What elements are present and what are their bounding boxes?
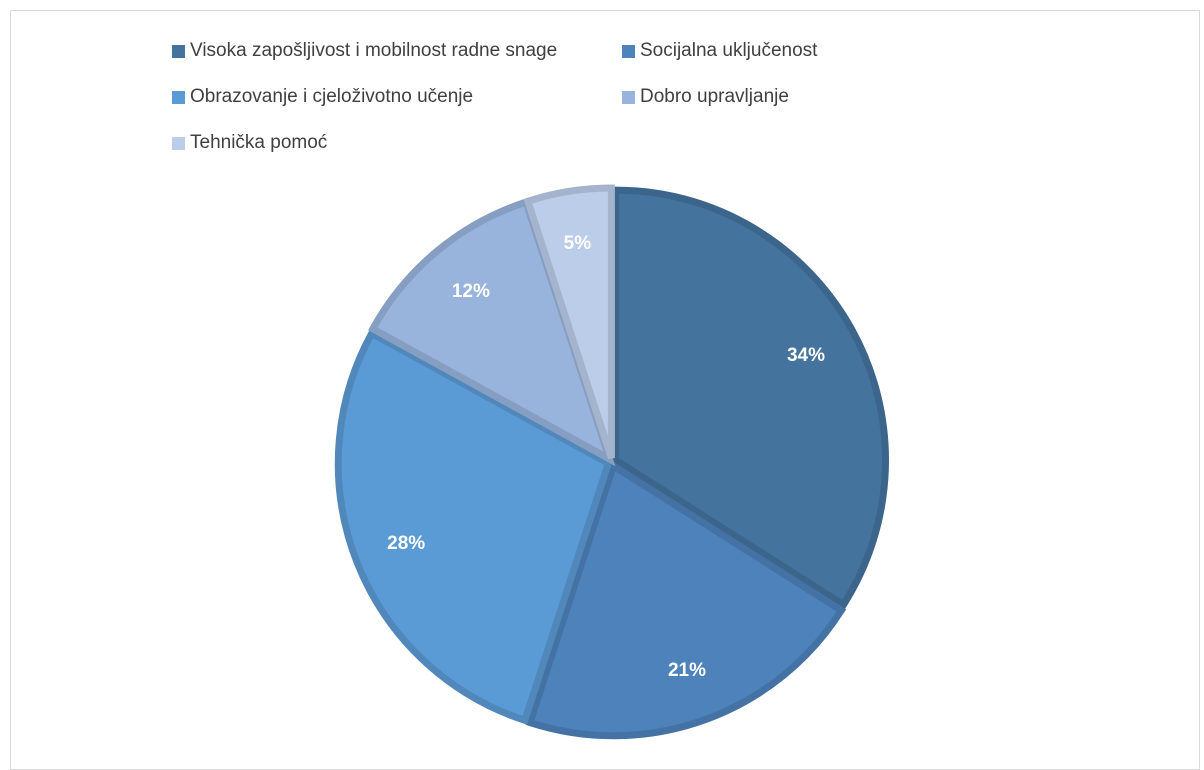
data-label: 21% [668, 660, 706, 681]
legend-item: Obrazovanje i cjeloživotno učenje [172, 86, 473, 108]
data-label: 34% [787, 345, 825, 366]
pie-slice [523, 184, 615, 460]
legend: Visoka zapošljivost i mobilnost radne sn… [0, 0, 1204, 170]
legend-swatch [172, 90, 185, 104]
legend-label: Tehnička pomoć [190, 132, 328, 153]
legend-label: Obrazovanje i cjeloživotno učenje [190, 86, 474, 107]
legend-item: Tehnička pomoć [172, 132, 327, 154]
legend-label: Socijalna uključenost [640, 40, 818, 61]
legend-swatch [172, 44, 185, 58]
legend-label: Dobro upravljanje [640, 86, 789, 107]
legend-swatch [172, 136, 185, 150]
legend-item: Visoka zapošljivost i mobilnost radne sn… [172, 40, 557, 62]
legend-item: Dobro upravljanje [622, 86, 789, 108]
pie-slice [525, 460, 847, 740]
legend-swatch [622, 44, 635, 58]
data-label: 5% [564, 233, 592, 254]
legend-item: Socijalna uključenost [622, 40, 817, 62]
legend-swatch [622, 90, 635, 104]
data-label: 12% [452, 281, 490, 302]
pie-slice [334, 328, 613, 725]
data-label: 28% [387, 533, 425, 554]
pie-slice [368, 197, 616, 467]
legend-label: Visoka zapošljivost i mobilnost radne sn… [190, 40, 558, 61]
pie-slice [612, 186, 889, 610]
